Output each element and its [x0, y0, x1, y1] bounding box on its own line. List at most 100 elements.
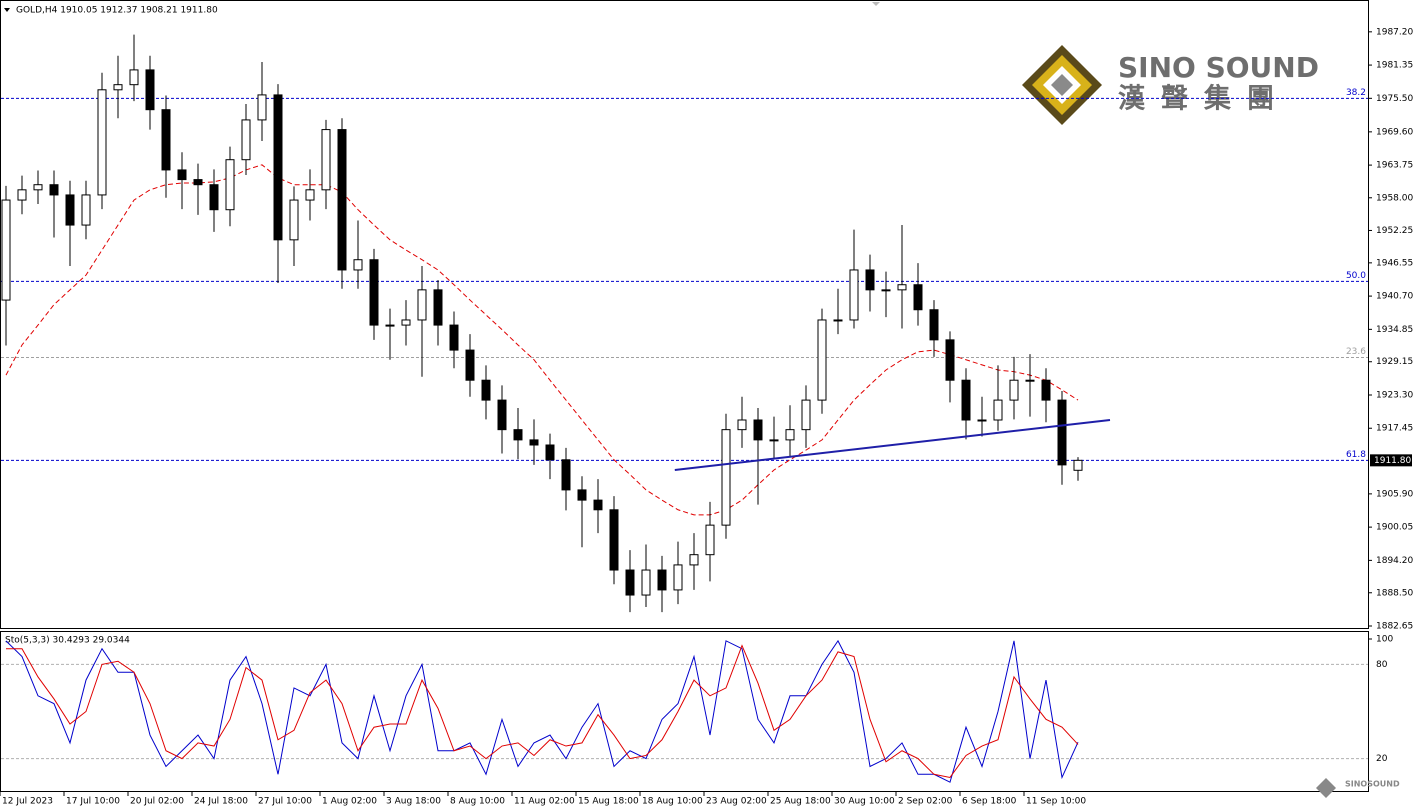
candle-body — [817, 319, 827, 401]
candle-body — [961, 379, 971, 421]
candle-body — [465, 349, 475, 381]
candle-body — [1057, 399, 1067, 466]
price-panel — [0, 0, 1369, 629]
y-tick-label: 1952.25 — [1376, 226, 1413, 236]
x-tick-label: 11 Aug 02:00 — [514, 797, 575, 807]
candle-body — [801, 399, 811, 431]
candle-body — [673, 564, 683, 591]
x-tick-label: 8 Aug 10:00 — [450, 797, 505, 807]
candle-body — [689, 554, 699, 566]
candle-body — [449, 324, 459, 351]
candle-body — [193, 179, 203, 186]
stoch-line — [6, 644, 1079, 778]
logo-small-diamond — [1316, 778, 1336, 798]
x-tick-label: 30 Aug 10:00 — [834, 797, 895, 807]
candle-body — [609, 509, 619, 571]
x-tick-label: 17 Jul 10:00 — [66, 797, 120, 807]
stoch-title: Sto(5,3,3) 30.4293 29.0344 — [5, 636, 130, 646]
candle-body — [1025, 379, 1035, 382]
candle-body — [129, 69, 139, 86]
candle-body — [65, 194, 75, 226]
x-tick-label: 11 Sep 10:00 — [1026, 797, 1086, 807]
candle-body — [625, 569, 635, 596]
candle-body — [225, 159, 235, 211]
y-tick-label: 1975.50 — [1376, 94, 1413, 104]
candle-body — [705, 524, 715, 556]
candle-body — [177, 169, 187, 181]
y-tick-label: 1940.70 — [1376, 292, 1413, 302]
x-tick-label: 12 Jul 2023 — [2, 797, 53, 807]
y-tick-label: 1987.20 — [1376, 27, 1413, 37]
y-tick-label: 1946.55 — [1376, 258, 1413, 268]
y-tick-label: 1894.20 — [1376, 556, 1413, 566]
candle-body — [945, 339, 955, 381]
candle-body — [753, 419, 763, 441]
level-label: 23.6 — [1346, 347, 1366, 357]
candle-body — [769, 439, 779, 442]
current-price-label: 1911.80 — [1374, 456, 1411, 466]
level-label: 38.2 — [1346, 88, 1366, 98]
x-tick-label: 18 Aug 10:00 — [642, 797, 703, 807]
candle-body — [577, 489, 587, 501]
candle-body — [737, 419, 747, 431]
x-tick-label: 1 Aug 02:00 — [322, 797, 377, 807]
candle-body — [561, 459, 571, 491]
collapse-icon — [4, 8, 10, 12]
candle-body — [849, 269, 859, 321]
candle-body — [33, 184, 43, 191]
trendline — [674, 418, 1111, 471]
candle-body — [97, 89, 107, 196]
candle-body — [417, 289, 427, 321]
candle-body — [785, 429, 795, 441]
candle-body — [593, 499, 603, 511]
candle-body — [369, 259, 379, 326]
candle-body — [545, 444, 555, 461]
candle-body — [913, 284, 923, 311]
x-tick-label: 25 Aug 18:00 — [770, 797, 831, 807]
level-label: 61.8 — [1346, 450, 1366, 460]
logo-diamond — [1051, 74, 1073, 96]
candle-body — [321, 129, 331, 191]
candle-body — [433, 289, 443, 326]
candle-body — [209, 184, 219, 211]
candle-body — [929, 309, 939, 341]
candle-body — [305, 189, 315, 201]
y-tick-label: 1900.05 — [1376, 523, 1413, 533]
y-tick-label: 1917.45 — [1376, 424, 1413, 434]
candle-body — [833, 319, 843, 322]
candle-body — [721, 429, 731, 526]
x-tick-label: 6 Sep 18:00 — [962, 797, 1017, 807]
x-tick-label: 20 Jul 02:00 — [130, 797, 184, 807]
y-tick-label: 1882.65 — [1376, 622, 1413, 632]
candle-body — [497, 399, 507, 431]
y-tick-label: 1934.85 — [1376, 325, 1413, 335]
candle-body — [49, 184, 59, 196]
candle-body — [529, 439, 539, 446]
candle-body — [113, 84, 123, 91]
shift-marker — [872, 2, 880, 6]
header: GOLD,H4 1910.05 1912.37 1908.21 1911.80 — [16, 6, 218, 16]
x-tick-label: 3 Aug 18:00 — [386, 797, 441, 807]
candle-body — [1, 199, 11, 301]
x-tick-label: 24 Jul 18:00 — [194, 797, 248, 807]
candle-body — [241, 119, 251, 161]
stoch-line — [5, 639, 1079, 783]
level-label: 50.0 — [1346, 271, 1366, 281]
x-tick-label: 2 Sep 02:00 — [898, 797, 953, 807]
candle-body — [337, 129, 347, 271]
candle-body — [881, 289, 891, 292]
x-tick-label: 23 Aug 02:00 — [706, 797, 767, 807]
candle-body — [657, 569, 667, 591]
y-tick-label: 20 — [1376, 754, 1388, 764]
x-tick-label: 27 Jul 10:00 — [258, 797, 312, 807]
candle-body — [81, 194, 91, 226]
y-tick-label: 1929.15 — [1376, 357, 1413, 367]
candle-body — [385, 324, 395, 327]
candle-body — [401, 319, 411, 326]
logo-small: SINOSOUND — [1345, 780, 1400, 789]
candle-body — [1009, 379, 1019, 401]
current-price-box — [1370, 454, 1412, 467]
y-tick-label: 80 — [1376, 660, 1388, 670]
y-tick-label: 1905.90 — [1376, 489, 1413, 499]
